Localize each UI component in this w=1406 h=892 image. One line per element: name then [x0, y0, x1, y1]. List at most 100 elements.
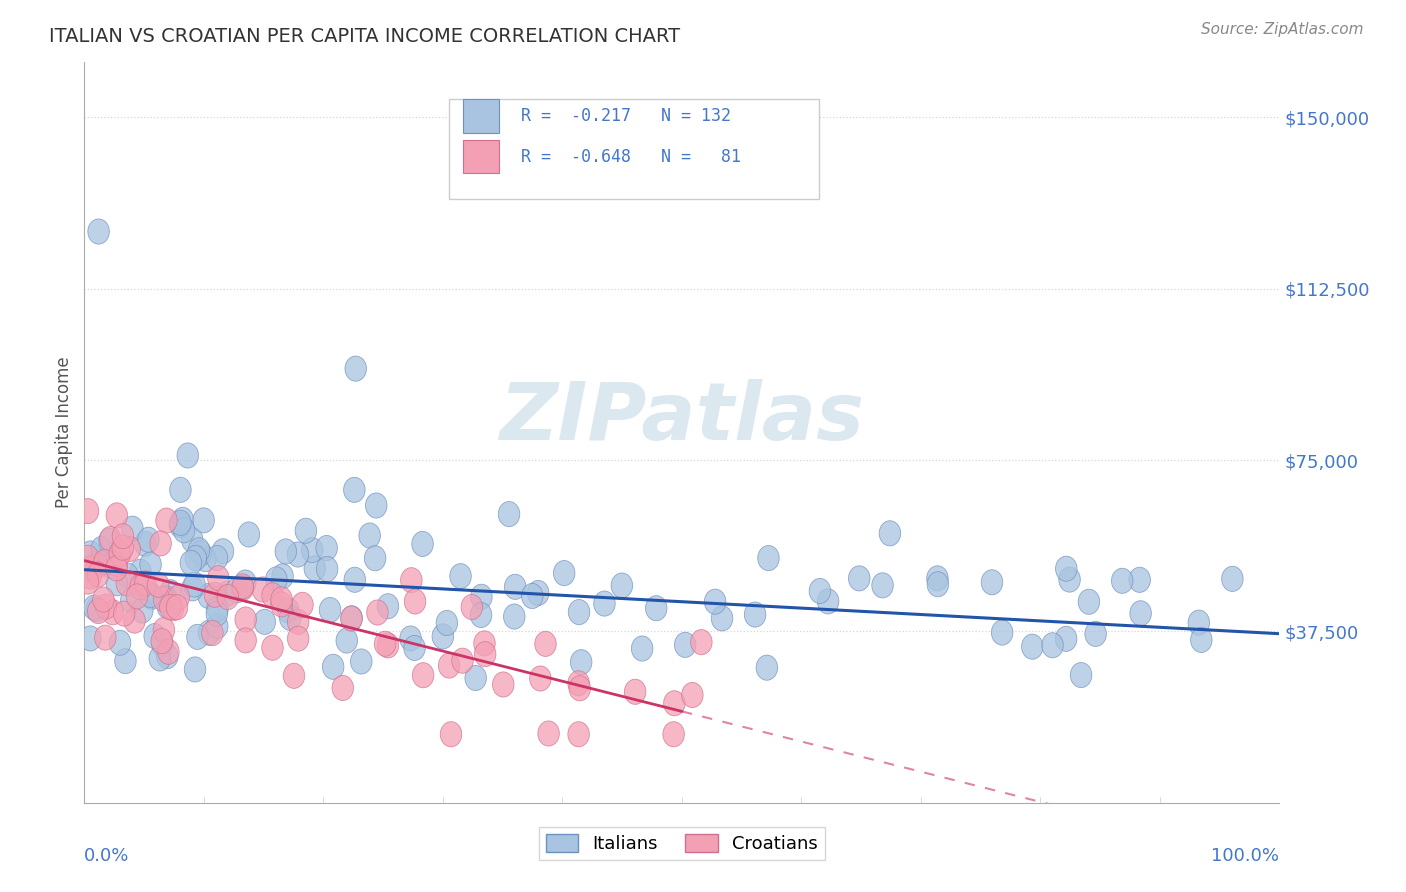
Ellipse shape — [440, 722, 461, 747]
Ellipse shape — [405, 589, 426, 614]
Ellipse shape — [98, 528, 121, 553]
Ellipse shape — [344, 356, 367, 381]
Ellipse shape — [527, 581, 548, 606]
Ellipse shape — [96, 594, 117, 619]
Ellipse shape — [80, 564, 101, 589]
Ellipse shape — [399, 626, 422, 651]
Ellipse shape — [1078, 590, 1099, 615]
Ellipse shape — [152, 632, 173, 657]
Ellipse shape — [316, 535, 337, 560]
Ellipse shape — [163, 596, 184, 621]
Ellipse shape — [1191, 627, 1212, 652]
Ellipse shape — [367, 600, 388, 625]
Ellipse shape — [332, 675, 353, 700]
Ellipse shape — [129, 574, 150, 599]
Ellipse shape — [114, 601, 135, 626]
Ellipse shape — [129, 559, 152, 584]
Ellipse shape — [277, 598, 299, 623]
Ellipse shape — [150, 531, 172, 556]
Ellipse shape — [150, 629, 173, 654]
Ellipse shape — [80, 541, 101, 566]
FancyBboxPatch shape — [463, 99, 499, 133]
Ellipse shape — [1130, 600, 1152, 626]
Ellipse shape — [436, 610, 457, 635]
Ellipse shape — [124, 608, 145, 633]
FancyBboxPatch shape — [463, 140, 499, 173]
Ellipse shape — [198, 620, 219, 645]
Ellipse shape — [631, 636, 652, 661]
Ellipse shape — [135, 532, 156, 557]
Ellipse shape — [115, 571, 138, 596]
Ellipse shape — [266, 566, 287, 592]
Ellipse shape — [100, 549, 121, 574]
Ellipse shape — [377, 594, 399, 619]
Ellipse shape — [817, 589, 839, 614]
Ellipse shape — [181, 576, 204, 601]
Ellipse shape — [105, 556, 128, 581]
Ellipse shape — [235, 570, 256, 595]
Ellipse shape — [439, 653, 460, 678]
Ellipse shape — [505, 574, 526, 599]
Ellipse shape — [148, 572, 169, 598]
Ellipse shape — [159, 580, 181, 605]
Ellipse shape — [173, 517, 195, 543]
Ellipse shape — [568, 722, 589, 747]
Ellipse shape — [287, 626, 309, 651]
Ellipse shape — [492, 672, 515, 697]
Ellipse shape — [534, 632, 557, 657]
Ellipse shape — [159, 594, 181, 620]
Ellipse shape — [184, 657, 205, 682]
Ellipse shape — [94, 625, 117, 650]
Ellipse shape — [254, 609, 276, 634]
Ellipse shape — [283, 664, 305, 689]
Ellipse shape — [132, 598, 153, 623]
Ellipse shape — [1056, 626, 1077, 651]
Ellipse shape — [664, 690, 685, 715]
Ellipse shape — [100, 526, 121, 551]
Ellipse shape — [155, 586, 177, 611]
Ellipse shape — [79, 557, 100, 582]
Ellipse shape — [465, 665, 486, 690]
Ellipse shape — [295, 518, 316, 543]
FancyBboxPatch shape — [449, 99, 820, 200]
Ellipse shape — [112, 535, 134, 560]
Ellipse shape — [401, 567, 422, 593]
Ellipse shape — [201, 621, 224, 646]
Ellipse shape — [450, 564, 471, 589]
Ellipse shape — [117, 563, 138, 588]
Legend: Italians, Croatians: Italians, Croatians — [538, 827, 825, 861]
Ellipse shape — [690, 630, 711, 655]
Ellipse shape — [94, 549, 115, 574]
Text: ZIPatlas: ZIPatlas — [499, 379, 865, 457]
Ellipse shape — [157, 640, 179, 665]
Ellipse shape — [235, 607, 256, 632]
Ellipse shape — [262, 582, 284, 608]
Text: ITALIAN VS CROATIAN PER CAPITA INCOME CORRELATION CHART: ITALIAN VS CROATIAN PER CAPITA INCOME CO… — [49, 27, 681, 45]
Ellipse shape — [276, 539, 297, 564]
Ellipse shape — [208, 566, 229, 591]
Ellipse shape — [80, 626, 101, 651]
Y-axis label: Per Capita Income: Per Capita Income — [55, 357, 73, 508]
Ellipse shape — [235, 628, 256, 653]
Ellipse shape — [193, 508, 214, 533]
Ellipse shape — [808, 578, 831, 604]
Ellipse shape — [262, 635, 283, 660]
Ellipse shape — [991, 620, 1012, 645]
Ellipse shape — [115, 648, 136, 673]
Ellipse shape — [412, 532, 433, 557]
Text: Source: ZipAtlas.com: Source: ZipAtlas.com — [1201, 22, 1364, 37]
Ellipse shape — [271, 564, 294, 589]
Ellipse shape — [1188, 610, 1209, 635]
Ellipse shape — [141, 584, 163, 609]
Ellipse shape — [105, 503, 128, 528]
Ellipse shape — [744, 602, 766, 627]
Ellipse shape — [1085, 622, 1107, 647]
Ellipse shape — [359, 523, 381, 548]
Ellipse shape — [1059, 567, 1080, 592]
Ellipse shape — [87, 219, 110, 244]
Ellipse shape — [180, 550, 201, 575]
Ellipse shape — [153, 587, 174, 612]
Ellipse shape — [404, 635, 425, 660]
Ellipse shape — [981, 570, 1002, 595]
Ellipse shape — [207, 545, 228, 571]
